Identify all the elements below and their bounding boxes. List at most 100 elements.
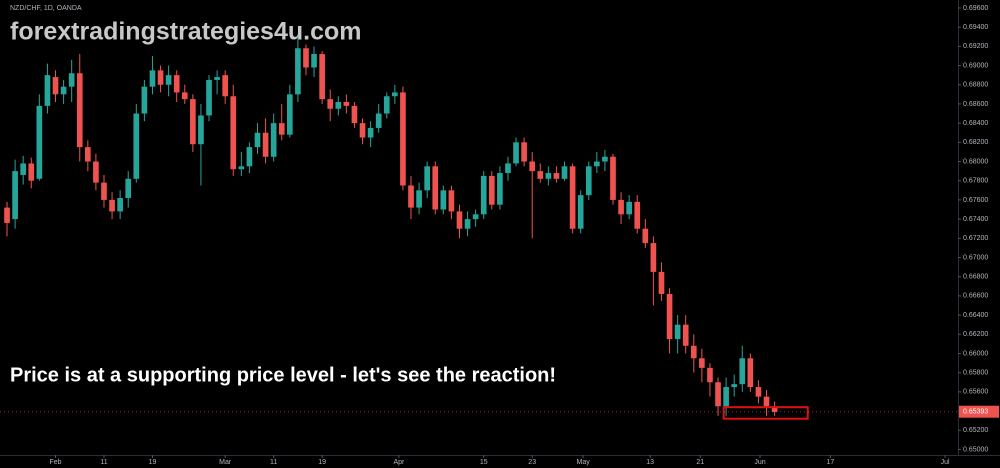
candle-body [101,182,107,200]
x-tick-label: 17 [826,459,834,466]
candle-body [577,195,584,229]
candle-body [618,199,624,215]
watermark: forextradingstrategies4u.com [10,18,362,46]
y-tick-label: 0.69600 [963,5,988,12]
candle-body [666,293,673,340]
candle-body [117,197,123,212]
candle-body [731,384,738,388]
candle-body [359,123,366,138]
candle-body [12,171,18,220]
y-tick-label: 0.68000 [963,158,988,165]
candle-body [715,382,721,407]
candle-body [190,99,196,145]
y-tick-label: 0.68800 [963,82,988,89]
candle-body [537,171,544,179]
candle-body [561,166,568,179]
x-tick-label: 15 [480,459,488,466]
candle-body [699,358,705,368]
candle-body [60,86,67,95]
candle-body [157,70,164,85]
candle-body [246,147,253,167]
candle-body [408,185,414,208]
candle-body [707,367,713,383]
candle-body [585,166,592,196]
y-tick-label: 0.68200 [963,139,988,146]
candle-body [610,156,616,200]
candle-body [488,175,495,205]
candle-body [424,166,430,191]
candle-body [198,115,204,145]
x-tick-label: 21 [696,459,704,466]
candle-body [383,96,390,114]
candle-body [335,102,342,109]
candle-body [36,105,43,179]
candle-body [173,75,180,93]
candle-body [392,92,398,97]
x-tick-label: 19 [149,459,157,466]
candle-body [181,92,188,100]
y-tick-label: 0.67400 [963,216,988,223]
y-tick-label: 0.67600 [963,197,988,204]
y-tick-label: 0.65600 [963,389,988,396]
candle-body [214,77,220,80]
support-zone [722,406,809,420]
candle-body [739,358,746,385]
candle-body [367,127,374,138]
x-tick-label: 23 [528,459,536,466]
candle-body [44,75,51,106]
y-tick-label: 0.66200 [963,331,988,338]
candle-body [771,406,778,413]
candle-body [634,201,641,229]
candle-body [278,123,285,135]
x-tick-label: Jun [754,459,765,466]
candle-body [52,77,59,95]
candle-body [20,163,27,175]
candle-body [84,147,91,162]
candle-body [262,132,269,157]
y-tick-label: 0.66400 [963,312,988,319]
candle-body [553,173,560,179]
candle-body [343,102,350,106]
candle-body [400,92,406,186]
candle-body [230,96,237,170]
candle-body [4,207,10,223]
y-tick-label: 0.65800 [963,370,988,377]
candle-body [93,161,99,183]
candle-body [658,271,665,294]
candle-body [319,54,325,100]
candle-body [28,163,35,181]
candle-body [109,199,115,212]
candle-body [472,214,479,220]
candle-body [480,175,487,215]
candle-body [602,156,608,162]
candle-body [521,142,527,162]
y-tick-label: 0.67800 [963,178,988,185]
candle-body [133,113,140,179]
candle-body [747,358,754,388]
candle-body [513,142,519,164]
candle-body [327,99,334,109]
candle-body [755,387,762,397]
candle-body [295,48,301,95]
y-tick-label: 0.67000 [963,254,988,261]
candle-body [529,161,536,172]
y-tick-label: 0.69400 [963,24,988,31]
x-tick-label: Jul [941,459,950,466]
candle-body [594,161,600,167]
candle-body [642,228,649,244]
y-tick-label: 0.66000 [963,350,988,357]
candle-body [569,166,576,229]
y-tick-label: 0.68600 [963,101,988,108]
last-price-label: 0.65393 [963,409,988,416]
candle-body [682,324,689,346]
candle-body [723,387,729,407]
y-tick-label: 0.68400 [963,120,988,127]
candle-body [206,79,212,116]
y-tick-label: 0.69200 [963,43,988,50]
y-tick-label: 0.65200 [963,427,988,434]
x-tick-label: Apr [393,459,405,466]
candle-body [456,211,463,229]
candle-body [222,75,229,97]
candle-body [763,396,770,407]
